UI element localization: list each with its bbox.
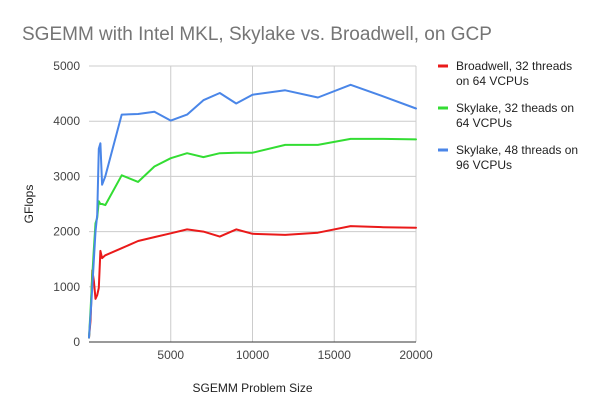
y-axis-ticks: 0 1000 2000 3000 4000 5000 bbox=[53, 59, 80, 349]
x-tick-label: 15000 bbox=[318, 348, 352, 362]
x-tick-label: 20000 bbox=[399, 348, 433, 362]
legend-item: Skylake, 48 threads on 96 VCPUs bbox=[438, 143, 578, 172]
y-tick-label: 2000 bbox=[53, 225, 80, 239]
y-tick-label: 0 bbox=[73, 335, 80, 349]
y-tick-label: 4000 bbox=[53, 114, 80, 128]
legend-label: Skylake, 32 theads on 64 VCPUs bbox=[456, 101, 574, 130]
legend-label: Broadwell, 32 threads on 64 VCPUs bbox=[456, 59, 572, 88]
gridlines bbox=[89, 65, 417, 342]
series-line-1 bbox=[88, 225, 417, 339]
series-line-3 bbox=[88, 83, 417, 339]
x-axis-ticks: 5000 10000 15000 20000 bbox=[157, 348, 433, 362]
series-lines bbox=[88, 83, 417, 339]
legend-item: Broadwell, 32 threads on 64 VCPUs bbox=[438, 59, 572, 88]
legend: Broadwell, 32 threads on 64 VCPUs Skylake,… bbox=[438, 59, 578, 172]
y-tick-label: 5000 bbox=[53, 59, 80, 73]
x-axis-label: SGEMM Problem Size bbox=[192, 381, 312, 395]
y-tick-label: 3000 bbox=[53, 169, 80, 183]
chart-title: SGEMM with Intel MKL, Skylake vs. Broadw… bbox=[22, 24, 492, 45]
legend-label: Skylake, 48 threads on 96 VCPUs bbox=[456, 143, 578, 172]
x-tick-label: 10000 bbox=[236, 348, 270, 362]
legend-item: Skylake, 32 theads on 64 VCPUs bbox=[438, 101, 574, 130]
x-tick-label: 5000 bbox=[157, 348, 184, 362]
y-axis-label: GFlops bbox=[22, 185, 36, 224]
y-tick-label: 1000 bbox=[53, 280, 80, 294]
